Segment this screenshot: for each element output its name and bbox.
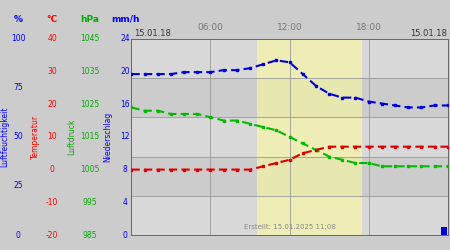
Text: 0: 0 [16, 230, 20, 239]
Text: 30: 30 [47, 67, 57, 76]
Text: 15.01.18: 15.01.18 [410, 28, 447, 38]
Text: 16: 16 [120, 100, 130, 109]
Text: 50: 50 [13, 132, 23, 141]
Text: Erstellt: 15.01.2025 11:08: Erstellt: 15.01.2025 11:08 [243, 224, 336, 230]
Text: 1045: 1045 [80, 34, 100, 43]
Text: 12:00: 12:00 [277, 24, 302, 32]
Text: -10: -10 [46, 198, 58, 207]
Text: 1005: 1005 [80, 165, 100, 174]
Text: 18:00: 18:00 [356, 24, 382, 32]
Text: -20: -20 [46, 230, 58, 239]
Text: Temperatur: Temperatur [31, 115, 40, 159]
Text: 4: 4 [122, 198, 127, 207]
Text: 10: 10 [47, 132, 57, 141]
Bar [131, 156, 448, 196]
Text: Luftfeuchtigkeit: Luftfeuchtigkeit [0, 106, 9, 167]
Text: 0: 0 [122, 230, 127, 239]
Bar [131, 196, 448, 235]
Text: 8: 8 [122, 165, 127, 174]
Text: 995: 995 [83, 198, 97, 207]
Text: hPa: hPa [81, 15, 99, 24]
Bar [441, 227, 447, 235]
Bar [256, 39, 362, 235]
Text: 20: 20 [47, 100, 57, 109]
Text: Niederschlag: Niederschlag [104, 112, 112, 162]
Text: 20: 20 [120, 67, 130, 76]
Bar [131, 39, 448, 78]
Text: 06:00: 06:00 [198, 24, 224, 32]
Text: 1025: 1025 [81, 100, 99, 109]
Text: 1035: 1035 [80, 67, 100, 76]
Text: 12: 12 [120, 132, 130, 141]
Text: 24: 24 [120, 34, 130, 43]
Text: °C: °C [46, 15, 58, 24]
Text: 75: 75 [13, 83, 23, 92]
Text: 15.01.18: 15.01.18 [134, 28, 171, 38]
Text: mm/h: mm/h [111, 15, 139, 24]
Text: 985: 985 [83, 230, 97, 239]
Text: %: % [14, 15, 22, 24]
Bar [131, 117, 448, 156]
Text: 40: 40 [47, 34, 57, 43]
Text: 1015: 1015 [81, 132, 99, 141]
Text: 25: 25 [13, 182, 23, 190]
Text: 0: 0 [50, 165, 54, 174]
Bar [131, 78, 448, 117]
Text: 100: 100 [11, 34, 25, 43]
Text: Luftdruck: Luftdruck [68, 119, 76, 155]
